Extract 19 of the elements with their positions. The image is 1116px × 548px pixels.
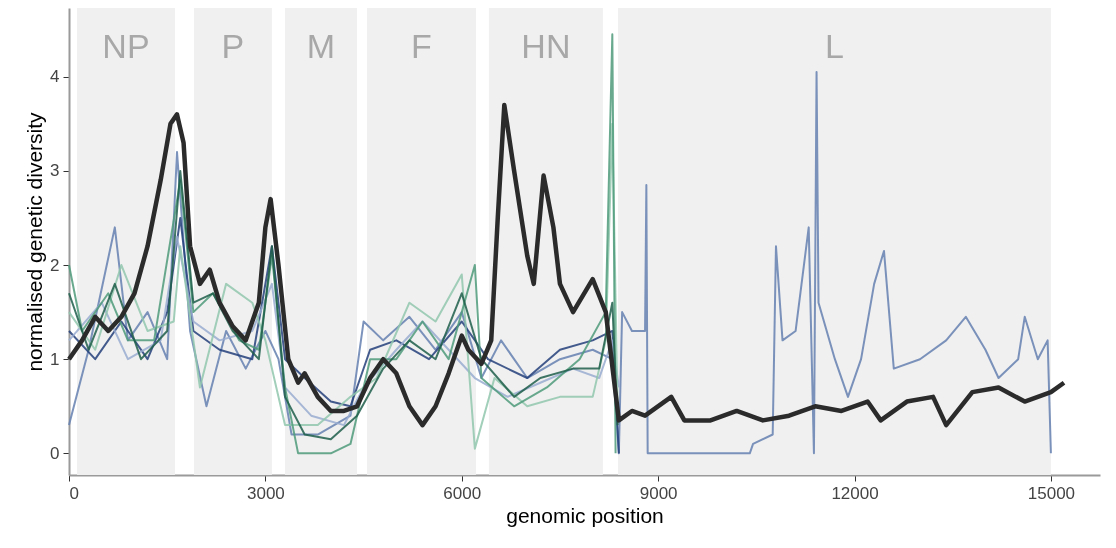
x-axis-title: genomic position <box>506 503 664 527</box>
x-tick-label: 3000 <box>246 483 285 503</box>
band-label: F <box>411 27 432 65</box>
y-tick-label: 0 <box>50 443 60 463</box>
band-label: P <box>221 27 245 65</box>
y-tick-label: 3 <box>50 161 60 181</box>
band-label: NP <box>102 27 150 65</box>
band-label: L <box>824 27 844 65</box>
x-tick-label: 0 <box>69 483 79 503</box>
y-tick-label: 1 <box>50 349 60 369</box>
y-tick-label: 4 <box>50 67 60 87</box>
y-tick-label: 2 <box>50 255 60 275</box>
band-label: M <box>306 27 336 65</box>
x-tick-label: 12000 <box>831 483 879 503</box>
x-tick-label: 15000 <box>1027 483 1076 503</box>
x-tick-label: 9000 <box>639 483 678 503</box>
band-label: HN <box>521 27 571 65</box>
x-tick-label: 6000 <box>443 483 482 503</box>
y-axis-title: normalised genetic diversity <box>23 111 47 372</box>
